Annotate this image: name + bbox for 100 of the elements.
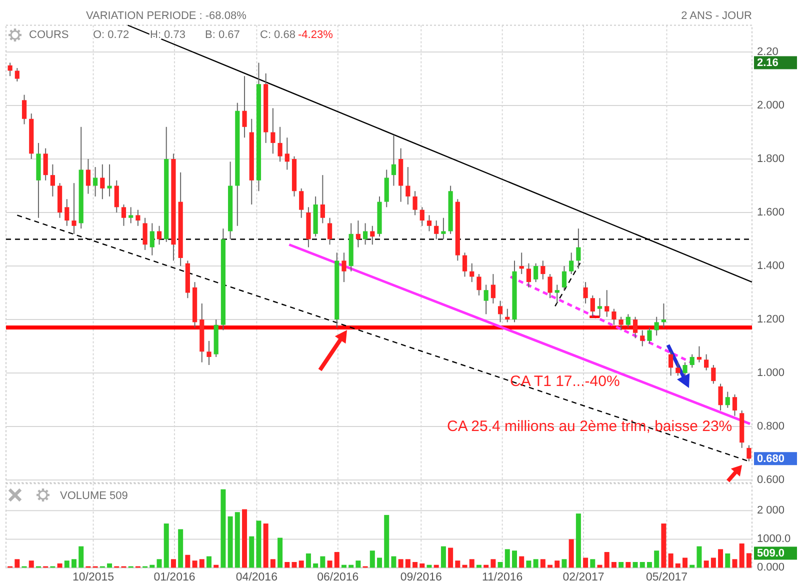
- bar: [448, 548, 454, 568]
- candlestick: [14, 68, 20, 82]
- candlestick: [8, 62, 12, 77]
- bar: [192, 560, 198, 568]
- candlestick: [704, 354, 709, 371]
- y-tick-label: 1.600: [757, 206, 785, 218]
- bar: [256, 520, 262, 568]
- bar: [490, 559, 496, 568]
- candlestick: [612, 308, 616, 326]
- y-tick-label: 1.200: [757, 313, 785, 326]
- annotation: COURS: [29, 28, 69, 41]
- bar: [710, 558, 716, 568]
- bar: [234, 512, 240, 568]
- candlestick: [711, 364, 716, 384]
- bar: [646, 562, 652, 568]
- candlestick: [136, 209, 140, 226]
- candlestick: [426, 214, 432, 232]
- x-tick-label: 11/2016: [482, 572, 523, 584]
- candlestick: [746, 444, 752, 462]
- bar: [270, 559, 276, 568]
- annotation: CA T1 17...-40%: [510, 372, 620, 390]
- candlestick: [64, 198, 70, 226]
- bar: [540, 559, 546, 568]
- bar: [156, 559, 162, 568]
- candlestick: [114, 180, 119, 214]
- bar: [72, 559, 77, 568]
- candlestick: [626, 314, 630, 328]
- bar: [377, 558, 382, 568]
- x-tick-label: 01/2016: [154, 572, 196, 584]
- candlestick: [604, 290, 610, 318]
- bar: [661, 524, 666, 568]
- candlestick: [476, 274, 482, 296]
- candlestick: [412, 190, 418, 216]
- bar: [412, 562, 418, 568]
- bar: [654, 550, 660, 568]
- candlestick: [632, 316, 638, 339]
- candlestick: [647, 327, 652, 344]
- candlestick: [576, 228, 581, 270]
- bar: [718, 549, 724, 568]
- candlestick: [540, 260, 546, 280]
- x-tick-label: 05/2017: [646, 572, 688, 584]
- candlestick: [569, 252, 574, 275]
- candlestick: [668, 351, 674, 376]
- bar: [292, 562, 297, 568]
- bar: [356, 560, 361, 568]
- bar: [384, 514, 390, 568]
- candlestick: [441, 217, 446, 240]
- bar: [298, 560, 304, 568]
- candlestick: [370, 225, 375, 246]
- candlestick: [470, 262, 474, 283]
- candlestick: [206, 340, 212, 366]
- candlestick: [661, 302, 666, 328]
- bar: [170, 559, 176, 568]
- bar: [675, 563, 680, 568]
- candlestick: [284, 137, 290, 170]
- candlestick: [434, 220, 439, 240]
- candlestick: [618, 316, 624, 331]
- candlestick: [327, 217, 332, 246]
- bar: [668, 553, 674, 568]
- bar: [78, 546, 84, 568]
- bar: [64, 560, 70, 568]
- text: 2.16: [757, 57, 778, 70]
- bar: [590, 559, 596, 568]
- bar: [732, 559, 738, 568]
- bar: [313, 563, 318, 568]
- bar: [626, 562, 631, 568]
- candlestick: [270, 108, 276, 154]
- bar: [704, 560, 709, 568]
- bar: [320, 556, 326, 568]
- bar: [504, 549, 510, 568]
- y-tick-label: 1.000: [757, 366, 785, 379]
- bar: [420, 563, 425, 568]
- y-tick-label: 1.400: [757, 260, 785, 272]
- candlestick: [676, 362, 680, 376]
- x-tick-label: 10/2015: [72, 572, 114, 584]
- x-tick-label: 09/2016: [400, 572, 442, 584]
- candlestick: [718, 383, 723, 411]
- bar: [405, 559, 410, 568]
- candlestick: [420, 206, 424, 226]
- candlestick: [590, 294, 595, 318]
- candlestick: [142, 217, 148, 250]
- candlestick: [342, 252, 346, 283]
- candlestick: [150, 222, 154, 256]
- bar: [632, 562, 638, 568]
- candlestick: [391, 134, 396, 186]
- bar: [611, 562, 616, 568]
- bar: [455, 560, 460, 568]
- chart-subtitle: VARIATION PERIODE : -68.08%: [86, 10, 247, 22]
- candlestick: [690, 354, 694, 368]
- candlestick: [597, 298, 602, 318]
- bar: [278, 538, 283, 568]
- candlestick: [554, 284, 560, 304]
- bar: [640, 562, 645, 568]
- candlestick: [128, 206, 134, 224]
- bar: [739, 543, 744, 568]
- bar: [107, 563, 112, 568]
- candlestick: [534, 262, 538, 283]
- bar: [14, 559, 20, 568]
- x-tick-label: 02/2017: [562, 572, 604, 584]
- bar: [469, 559, 474, 568]
